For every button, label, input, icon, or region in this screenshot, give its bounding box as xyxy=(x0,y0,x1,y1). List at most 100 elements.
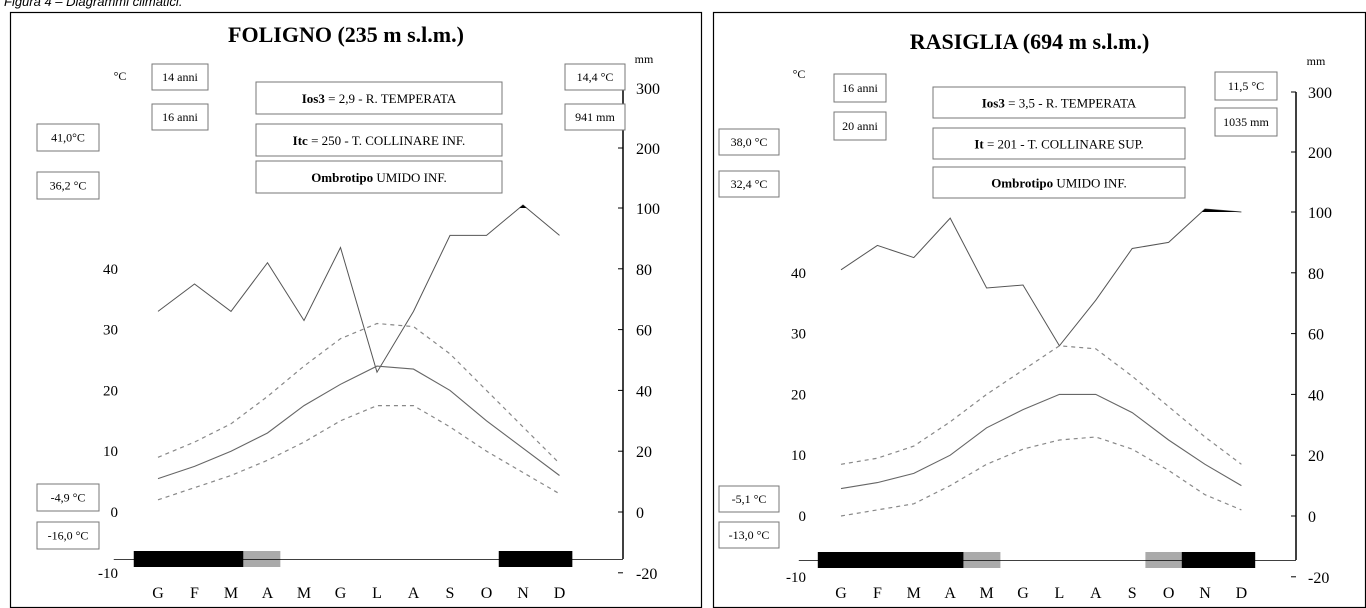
chart-2-tick-right: 100 xyxy=(1308,205,1332,222)
chart-2-index-frame xyxy=(932,86,1186,119)
chart-2-box-left-frame xyxy=(718,170,780,198)
chart-1-box-years-frame xyxy=(151,63,209,91)
chart-1-index-box: Ios3 = 2,9 - R. TEMPERATA xyxy=(255,81,503,115)
chart-1-tmin-line xyxy=(157,405,560,501)
chart-1-frost-cell xyxy=(243,551,281,567)
chart-1-box-right: 941 mm xyxy=(564,103,626,131)
chart-1-box-left-text: -4,9 °C xyxy=(51,491,86,505)
chart-1-index-text: Ombrotipo UMIDO INF. xyxy=(311,170,447,185)
chart-1-tick-right: 200 xyxy=(636,141,660,158)
chart-1-month-label: O xyxy=(481,585,493,602)
chart-1-index-text: Itc = 250 - T. COLLINARE INF. xyxy=(293,133,466,148)
chart-1-box-years-text: 16 anni xyxy=(162,110,198,124)
chart-1-box-left-text: 41,0°C xyxy=(51,131,85,145)
chart-2-tick-left: 30 xyxy=(791,327,806,343)
chart-2-month-label: S xyxy=(1128,585,1137,602)
chart-1-box-left: 41,0°C xyxy=(36,123,100,152)
chart-1-precip-line xyxy=(157,204,560,374)
chart-1-box-left: 36,2 °C xyxy=(36,171,100,200)
chart-2-index-key: Ombrotipo xyxy=(991,176,1053,191)
chart-2-month-label: M xyxy=(979,585,993,602)
chart-2-tick-right: -20 xyxy=(1308,570,1329,587)
chart-1-tick-left: -10 xyxy=(98,566,118,582)
chart-1-index-text: Ios3 = 2,9 - R. TEMPERATA xyxy=(302,91,457,106)
chart-2-box-left: 32,4 °C xyxy=(718,170,780,198)
chart-1-tick-left: 40 xyxy=(103,262,118,278)
chart-2-index-text: Ombrotipo UMIDO INF. xyxy=(991,176,1127,191)
chart-1-tmax-line xyxy=(157,322,560,464)
chart-2-frost-cell xyxy=(927,552,964,568)
chart-1-month-label: D xyxy=(554,585,566,602)
chart-2-frost-cell xyxy=(1218,552,1256,568)
chart-2-index-key: Ios3 xyxy=(982,96,1006,111)
chart-2-month-label: G xyxy=(1017,585,1029,602)
chart-1-box-left-frame xyxy=(36,483,100,512)
chart-2-month-label: A xyxy=(1090,585,1102,602)
chart-2-frost-cell xyxy=(817,552,855,568)
chart-2-index-value: UMIDO INF. xyxy=(1053,176,1127,191)
chart-1-box-right: 14,4 °C xyxy=(564,63,626,91)
chart-2-title: RASIGLIA (694 m s.l.m.) xyxy=(910,29,1150,54)
chart-2-tmin-line xyxy=(840,436,1242,517)
chart-1-month-label: A xyxy=(262,585,274,602)
figure-caption: Figura 4 – Diagrammi climatici. xyxy=(4,0,183,9)
chart-1-index-value: UMIDO INF. xyxy=(373,170,447,185)
chart-2-index-frame xyxy=(932,127,1186,160)
chart-2-box-left-text: -13,0 °C xyxy=(729,528,770,542)
chart-1-index-frame xyxy=(255,160,503,194)
chart-1-month-label: G xyxy=(335,585,347,602)
chart-2-box-right-frame xyxy=(1214,107,1278,137)
chart-2-box-years: 16 anni xyxy=(833,73,887,103)
chart-1-tick-right: 0 xyxy=(636,505,644,522)
chart-2-month-label: L xyxy=(1055,585,1065,602)
chart-2-box-left: 38,0 °C xyxy=(718,128,780,156)
chart-2-box-right: 11,5 °C xyxy=(1214,71,1278,101)
chart-2-index-box: Ios3 = 3,5 - R. TEMPERATA xyxy=(932,86,1186,119)
chart-1-unit-left: °C xyxy=(114,69,127,83)
chart-1-box-right-text: 14,4 °C xyxy=(577,70,614,84)
chart-2-month-label: G xyxy=(835,585,847,602)
chart-2-tick-right: 200 xyxy=(1308,145,1332,162)
chart-2-frost-cell xyxy=(1181,552,1219,568)
chart-2-box-right-text: 11,5 °C xyxy=(1228,79,1264,93)
chart-1-tick-right: 100 xyxy=(636,201,660,218)
chart-1-box-left-frame xyxy=(36,171,100,200)
chart-1-index-value: = 250 - T. COLLINARE INF. xyxy=(308,133,465,148)
chart-1-index-key: Ios3 xyxy=(302,91,326,106)
chart-2-index-frame xyxy=(932,166,1186,199)
chart-1-tick-right: 80 xyxy=(636,262,652,279)
chart-2-tmean-line xyxy=(840,393,1242,490)
chart-2-tick-right: 60 xyxy=(1308,327,1324,344)
chart-1-month-label: G xyxy=(152,585,164,602)
chart-1-index-frame xyxy=(255,81,503,115)
chart-2-box-years-text: 20 anni xyxy=(842,119,878,133)
chart-2-index-box: Ombrotipo UMIDO INF. xyxy=(932,166,1186,199)
chart-2-box-left: -5,1 °C xyxy=(718,485,780,513)
chart-2-frost-cell xyxy=(1145,552,1183,568)
chart-1-tick-left: 10 xyxy=(103,444,118,460)
chart-2-precip-surplus xyxy=(1205,208,1242,212)
chart-1-tmean-line xyxy=(157,365,560,480)
chart-1-frost-cell xyxy=(535,551,573,567)
chart-2-index-value: = 3,5 - R. TEMPERATA xyxy=(1005,96,1137,111)
chart-2-index-text: It = 201 - T. COLLINARE SUP. xyxy=(974,137,1143,152)
chart-1-tick-right: -20 xyxy=(636,566,657,583)
chart-2-frost-cell xyxy=(854,552,892,568)
chart-2-month-label: D xyxy=(1236,585,1248,602)
chart-2-tick-right: 40 xyxy=(1308,387,1324,404)
chart-2-unit-right: mm xyxy=(1307,54,1326,68)
chart-2-index-text: Ios3 = 3,5 - R. TEMPERATA xyxy=(982,96,1137,111)
chart-2-frost-cell xyxy=(963,552,1001,568)
chart-1-tick-right: 20 xyxy=(636,444,652,461)
chart-1-box-right-frame xyxy=(564,63,626,91)
chart-2-box-left-text: 38,0 °C xyxy=(731,135,768,149)
chart-1-box-years: 16 anni xyxy=(151,103,209,131)
chart-2-tick-right: 0 xyxy=(1308,509,1316,526)
chart-1-box-left-frame xyxy=(36,123,100,152)
chart-2-tick-left: 20 xyxy=(791,387,806,403)
chart-2: RASIGLIA (694 m s.l.m.) °C mm -10 0 10 20 30 40 -… xyxy=(712,11,1366,608)
chart-1-box-right-frame xyxy=(564,103,626,131)
chart-1-box-left-frame xyxy=(36,521,100,550)
chart-1-tick-right: 60 xyxy=(636,323,652,340)
